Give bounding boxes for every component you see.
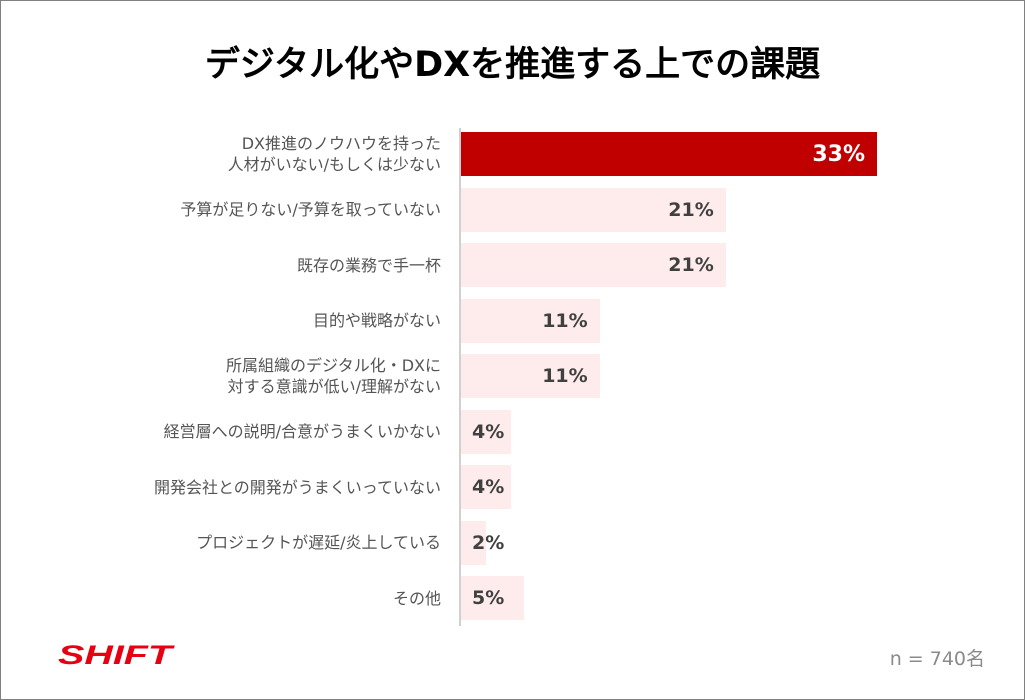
bar (461, 465, 512, 509)
bar-row: 開発会社との開発がうまくいっていない 4% (0, 465, 1025, 509)
bar (461, 132, 877, 176)
category-label: 既存の業務で手一杯 (296, 255, 441, 275)
value-label: 5% (472, 587, 505, 609)
bar-row: 所属組織のデジタル化・DXに 対する意識が低い/理解がない 11% (0, 354, 1025, 398)
chart-title: デジタル化やDXを推進する上での課題 (204, 45, 821, 85)
bar-row: DX推進のノウハウを持った 人材がいない/もしくは少ない 33% (0, 132, 1025, 176)
category-label: 目的や戦略がない (312, 311, 441, 330)
bar (461, 187, 726, 232)
value-label: 21% (668, 254, 714, 276)
bar-row: プロジェクトが遅延/炎上している 2% (0, 520, 1025, 565)
value-label: 21% (668, 198, 714, 221)
sample-size: n = 740名 (889, 648, 985, 670)
bar (461, 409, 512, 454)
bar-row: 既存の業務で手一杯 21% (0, 243, 1025, 287)
bar-row: 予算が足りない/予算を取っていない 21% (0, 187, 1025, 232)
bar (461, 243, 726, 287)
svg-text:SHIFT: SHIFT (58, 642, 176, 670)
category-label: 開発会社との開発がうまくいっていない (153, 477, 441, 497)
bar (461, 576, 525, 620)
value-label: 4% (472, 420, 505, 443)
category-label: プロジェクトが遅延/炎上している (196, 533, 441, 552)
value-label: 33% (812, 141, 865, 167)
value-label: 11% (542, 309, 588, 332)
value-label: 2% (472, 531, 505, 554)
bar-row: 経営層への説明/合意がうまくいかない 4% (0, 409, 1025, 454)
bar (461, 520, 487, 565)
category-axis-line (459, 128, 461, 626)
category-label: 予算が足りない/予算を取っていない (180, 200, 441, 219)
bar-row: 目的や戦略がない 11% (0, 298, 1025, 343)
bar-row: その他 5% (0, 576, 1025, 620)
category-label: 経営層への説明/合意がうまくいかない (163, 422, 441, 441)
category-label: その他 (392, 588, 441, 608)
value-label: 4% (472, 476, 505, 498)
category-label: 所属組織のデジタル化・DXに 対する意識が低い/理解がない (226, 356, 441, 396)
bar (461, 298, 600, 343)
category-label: DX推進のノウハウを持った 人材がいない/もしくは少ない (227, 134, 441, 174)
bar (461, 354, 600, 398)
value-label: 11% (542, 365, 588, 387)
shift-logo: SHIFT (56, 640, 176, 674)
